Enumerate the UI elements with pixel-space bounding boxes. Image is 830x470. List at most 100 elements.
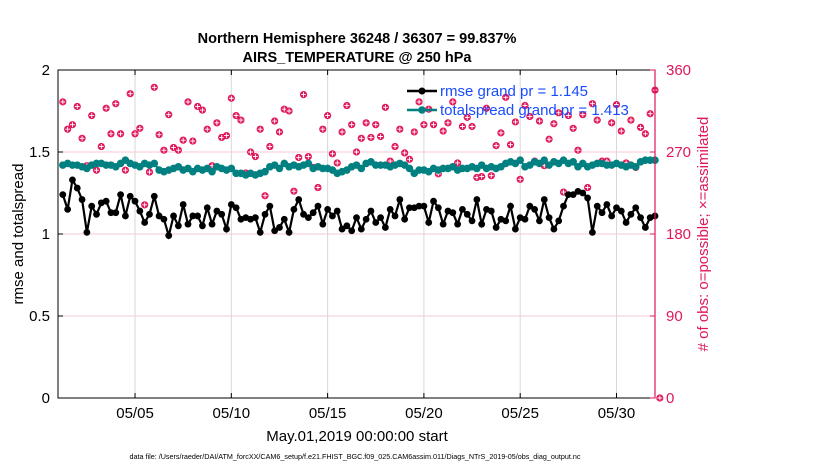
obs-marker-cross (638, 125, 643, 130)
obs-marker-cross (344, 103, 350, 108)
rmse-point (78, 196, 86, 203)
rmse-point (165, 232, 173, 240)
obs-count-point (136, 124, 144, 132)
obs-marker-cross (257, 126, 263, 132)
obs-marker-cross (301, 92, 306, 97)
rmse-point (511, 225, 519, 233)
legend-marker-spread (418, 106, 426, 114)
obs-marker-cross (281, 106, 287, 112)
obs-count-point (502, 93, 510, 101)
obs-count-point (150, 83, 158, 91)
obs-marker-cross (445, 120, 451, 126)
rmse-point (439, 220, 447, 228)
obs-count-point (131, 130, 139, 138)
obs-count-point (444, 119, 452, 127)
obs-count-point (415, 98, 423, 106)
x-tick-label: 05/05 (116, 405, 154, 422)
rmse-point (88, 202, 96, 210)
obs-count-point (612, 101, 621, 109)
obs-marker-cross (70, 122, 75, 128)
spread-point (304, 159, 313, 168)
obs-count-point (396, 125, 404, 133)
grid (58, 70, 655, 398)
rmse-point (473, 196, 481, 203)
obs-count-point (203, 125, 211, 133)
obs-marker-cross (609, 120, 615, 126)
y-tick-label: 0 (42, 390, 50, 407)
rmse-point (343, 222, 351, 230)
spread-point (357, 164, 366, 173)
rmse-point (560, 202, 567, 210)
obs-marker-cross (522, 103, 528, 108)
rmse-point (223, 225, 230, 233)
obs-marker-cross (315, 185, 321, 190)
rmse-point (545, 214, 553, 222)
obs-marker-cross (421, 122, 427, 128)
rmse-point (396, 196, 404, 203)
rmse-point (112, 209, 120, 217)
chart-title-line2: AIRS_TEMPERATURE @ 250 hPa (242, 50, 472, 66)
rmse-point (107, 209, 115, 217)
obs-count-point (367, 133, 375, 142)
obs-marker-cross (118, 131, 123, 137)
rmse-point (627, 210, 635, 218)
obs-count-point (299, 91, 308, 99)
obs-count-point (574, 146, 582, 154)
obs-marker-cross (224, 133, 229, 138)
obs-count-point (179, 136, 187, 144)
obs-marker-cross (252, 154, 258, 159)
obs-marker-cross (219, 135, 225, 140)
obs-marker-cross (89, 113, 95, 118)
obs-count-point (492, 142, 500, 150)
rmse-point (415, 202, 423, 210)
obs-marker-cross (556, 110, 562, 116)
obs-marker-cross (305, 154, 311, 159)
obs-count-point (184, 98, 192, 106)
obs-marker-cross (368, 135, 374, 140)
rmse-point (276, 224, 283, 231)
obs-marker-cross (233, 113, 239, 118)
obs-marker-cross (132, 131, 138, 137)
rmse-point (333, 207, 341, 215)
obs-marker-cross (180, 137, 186, 143)
obs-count-point (608, 119, 616, 127)
obs-marker-cross (330, 151, 335, 157)
obs-count-point (237, 116, 245, 124)
obs-marker-cross (469, 124, 475, 129)
obs-marker-cross (171, 145, 176, 150)
obs-count-point (59, 98, 67, 106)
rmse-point (425, 219, 433, 226)
rmse-point (218, 210, 226, 218)
obs-count-point (295, 153, 303, 162)
obs-count-point (381, 103, 389, 111)
rmse-point (194, 212, 202, 220)
obs-count-point (126, 90, 134, 98)
rmse-point (309, 209, 317, 217)
rmse-point (555, 217, 563, 225)
spread-point (631, 162, 640, 171)
obs-count-point (429, 121, 438, 129)
obs-count-point (545, 135, 553, 143)
rmse-point (83, 228, 91, 236)
obs-count-point (636, 123, 645, 131)
obs-marker-cross (657, 395, 663, 401)
rmse-point (136, 207, 144, 215)
rmse-point (401, 215, 409, 223)
chart-title-line1: Northern Hemisphere 36248 / 36307 = 99.8… (198, 31, 517, 47)
spread-point (516, 156, 524, 164)
obs-marker-cross (546, 136, 552, 142)
x-tick-label: 05/15 (309, 405, 347, 422)
rmse-point (126, 192, 134, 200)
rmse-point (386, 206, 394, 213)
obs-marker-cross (286, 108, 292, 114)
obs-count-point (64, 125, 72, 133)
obs-marker-cross (373, 122, 379, 128)
obs-count-point (88, 111, 96, 120)
obs-marker-cross (450, 99, 456, 105)
obs-marker-cross (214, 120, 220, 126)
y-axis-label: rmse and totalspread (10, 164, 27, 305)
rmse-point (271, 227, 279, 235)
obs-count-point (107, 130, 115, 138)
rmse-point (463, 210, 471, 218)
rmse-point (637, 214, 644, 222)
